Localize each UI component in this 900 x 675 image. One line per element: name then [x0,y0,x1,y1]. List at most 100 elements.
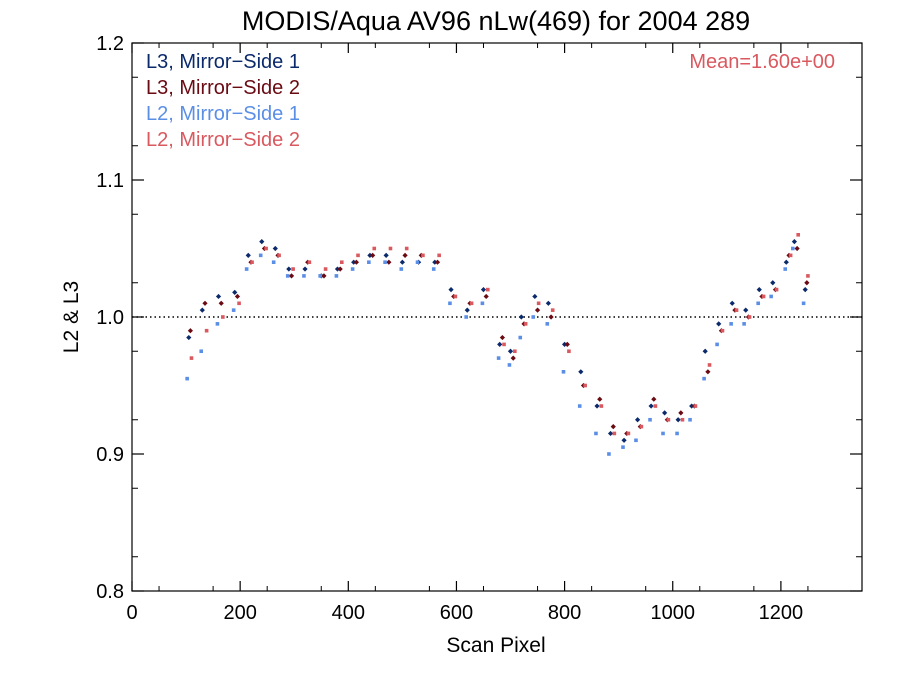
data-point [215,322,220,326]
data-point [653,404,658,408]
data-point [286,266,292,272]
data-point [689,403,695,409]
data-point [788,253,793,258]
data-point [532,293,538,300]
data-point [334,274,339,278]
data-point [302,274,306,278]
series-2 [187,245,810,437]
data-point [386,259,392,265]
data-point [561,370,566,374]
data-point [244,267,249,271]
data-point [675,417,681,423]
data-point [518,335,523,340]
data-point [215,293,222,300]
data-point [502,342,506,347]
data-point [323,267,328,271]
data-point [621,437,627,443]
data-point [285,274,290,278]
data-point [434,259,441,265]
data-point [351,259,357,265]
data-point [480,301,485,306]
data-point [729,322,733,326]
data-point [599,404,604,408]
data-point [716,321,722,327]
data-point [610,424,616,430]
x-tick-label: 600 [440,602,473,624]
data-point [464,315,468,319]
data-point [507,363,512,367]
data-point [321,273,327,279]
data-point [510,355,516,361]
data-point [705,369,711,375]
data-point [507,348,514,354]
data-point [756,301,760,306]
y-tick-label: 0.8 [96,581,124,603]
plot-area [131,42,863,592]
data-points [185,233,810,456]
data-point [578,369,584,375]
x-tick-label: 800 [548,602,581,624]
x-tick-label: 0 [126,602,137,624]
x-axis-label: Scan Pixel [446,634,545,657]
data-point [186,334,192,341]
data-point [594,403,600,409]
data-point [761,294,766,299]
data-point [432,259,438,265]
data-point [402,252,408,258]
data-point [383,260,387,264]
data-point [536,301,541,306]
data-point [561,341,568,347]
data-point [661,431,665,436]
data-point [550,308,555,312]
data-point [318,274,322,278]
data-point [545,300,551,306]
x-tick-label: 1000 [650,602,695,624]
legend-entry: L2, Mirror−Side 2 [146,129,300,151]
legend-entry: L3, Mirror−Side 1 [146,51,300,73]
data-point [277,253,281,258]
data-point [372,246,377,251]
data-point [199,349,204,354]
data-point [534,307,541,313]
data-point [399,259,405,265]
data-point [774,287,779,292]
data-point [388,246,393,251]
data-point [612,431,617,436]
data-point [756,287,762,293]
chart-title: MODIS/Aqua AV96 nLw(469) for 2004 289 [242,6,750,36]
data-point [607,452,611,456]
data-point [794,245,800,252]
data-point [469,301,474,306]
data-point [448,287,454,293]
data-point [796,233,800,237]
data-point [486,287,490,292]
data-point [702,376,706,381]
data-point [804,280,810,286]
data-point [634,417,641,423]
data-point [607,430,614,437]
legend-entry: L2, Mirror−Side 1 [146,103,300,125]
data-point [353,259,360,265]
data-point [453,294,458,299]
axis-ticks: 0 200 400 600 800 1000 1200 0.8 0.9 1.0 1.1 1.2 [96,33,862,624]
data-point [404,246,409,251]
data-point [307,260,312,264]
data-point [783,267,788,271]
data-point [185,376,189,381]
data-point [340,260,344,264]
data-point [594,431,598,436]
data-point [383,252,389,258]
data-point [770,280,776,286]
data-point [531,315,536,319]
series-4 [189,233,810,436]
data-point [639,424,644,429]
y-tick-label: 0.9 [96,444,124,466]
data-point [651,396,657,402]
data-point [291,267,295,271]
data-point [806,274,810,278]
legend-entry: L3, Mirror−Side 2 [146,77,300,99]
data-point [350,267,355,271]
data-point [221,315,225,319]
data-point [523,322,528,326]
